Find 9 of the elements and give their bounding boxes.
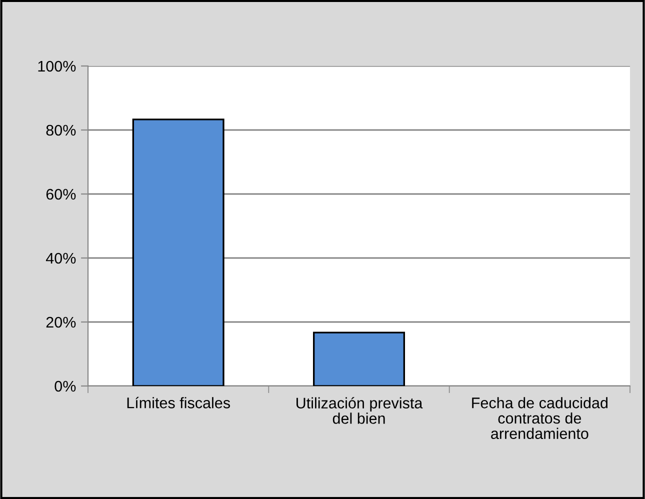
y-tick-label: 40% bbox=[46, 252, 76, 264]
y-tick-label: 0% bbox=[54, 380, 76, 392]
y-tick-label: 100% bbox=[38, 60, 76, 72]
x-tick-label: Utilización prevista del bien bbox=[296, 397, 423, 424]
x-tick-label: Límites fiscales bbox=[127, 396, 230, 408]
x-tick-label: Fecha de caducidad contratos de arrendamiento bbox=[472, 397, 608, 440]
y-tick-label: 60% bbox=[46, 188, 76, 200]
y-tick-label: 80% bbox=[46, 124, 76, 136]
y-tick-label: 20% bbox=[46, 316, 76, 328]
